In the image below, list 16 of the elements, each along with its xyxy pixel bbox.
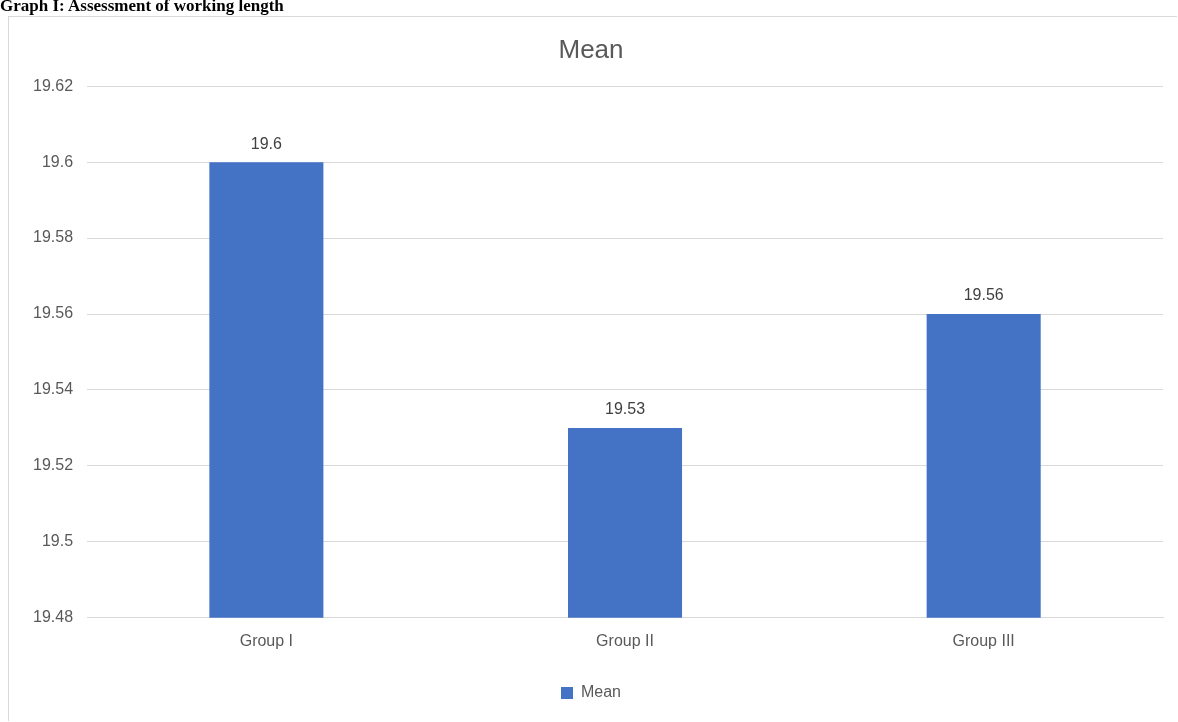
y-tick-label: 19.58 [32,228,74,246]
y-tick-label: 19.62 [32,76,74,94]
x-tick-label: Group III [952,631,1015,649]
x-tick-label: Group II [596,631,654,649]
chart-title: Mean [558,33,624,64]
y-tick-label: 19.56 [32,304,74,322]
y-tick-label: 19.5 [41,532,74,550]
data-label: 19.56 [963,286,1004,304]
y-tick-label: 19.52 [32,456,74,474]
y-tick-label: 19.6 [41,152,74,170]
y-tick-label: 19.54 [32,380,74,398]
data-label: 19.53 [605,400,646,418]
legend-label: Mean [580,683,622,701]
data-label: 19.6 [250,134,283,152]
x-tick-label: Group I [239,631,294,649]
y-tick-label: 19.48 [32,608,74,626]
